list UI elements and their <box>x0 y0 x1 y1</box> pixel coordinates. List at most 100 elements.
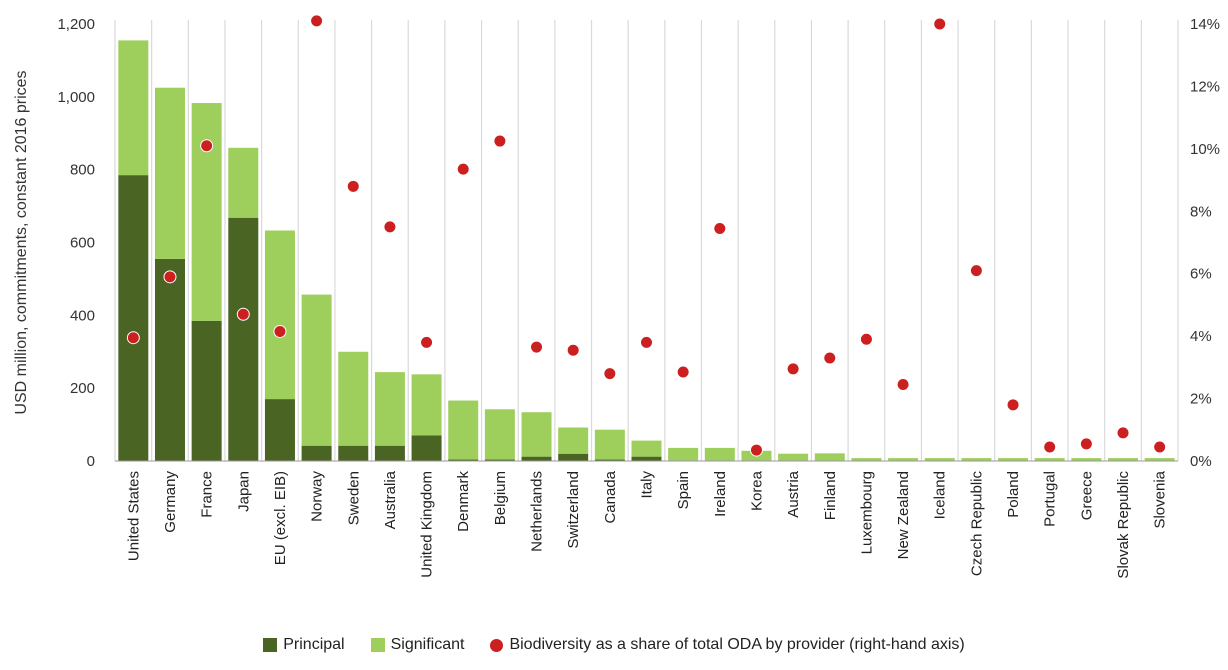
point-share <box>749 443 763 457</box>
x-tick-label: Sweden <box>345 471 362 525</box>
point-share <box>640 335 653 349</box>
point-share <box>676 365 690 379</box>
point-share <box>346 179 360 193</box>
x-tick-label: Japan <box>235 471 252 512</box>
x-tick-label: Ireland <box>712 471 729 517</box>
bar-significant <box>191 103 222 321</box>
y-tick-label-left: 800 <box>70 162 95 179</box>
x-tick-label: Greece <box>1078 471 1095 520</box>
point-share <box>200 139 214 153</box>
bar-significant <box>1034 458 1065 461</box>
bar-significant <box>338 351 369 446</box>
x-tick-label: Slovenia <box>1152 470 1169 528</box>
point-share <box>969 264 983 278</box>
point-share <box>933 17 947 31</box>
x-tick-label: United States <box>125 471 142 561</box>
x-tick-label: Australia <box>382 470 399 529</box>
bar-principal <box>228 217 259 461</box>
x-tick-label: Czech Republic <box>968 471 985 577</box>
y-axis-title: USD million, commitments, constant 2016 … <box>13 70 30 414</box>
x-tick-label: Korea <box>748 470 765 511</box>
y-tick-label-left: 400 <box>70 307 95 324</box>
point-share <box>456 162 470 176</box>
x-tick-label: France <box>199 471 216 518</box>
x-tick-label: Luxembourg <box>858 471 875 554</box>
bar-significant <box>558 427 589 454</box>
y-tick-label-right: 2% <box>1190 391 1212 408</box>
y-tick-label-left: 200 <box>70 380 95 397</box>
point-share <box>1006 398 1020 412</box>
x-tick-label: Poland <box>1005 471 1022 518</box>
bar-significant <box>888 458 919 461</box>
bar-significant <box>1108 458 1139 461</box>
bar-significant <box>814 453 845 461</box>
x-tick-label: Austria <box>785 470 802 517</box>
point-share <box>163 270 177 284</box>
bar-principal <box>154 258 185 461</box>
bar-significant <box>448 400 479 460</box>
legend-swatch-significant <box>370 638 385 652</box>
x-tick-label: Slovak Republic <box>1115 471 1132 579</box>
y-tick-label-right: 8% <box>1190 203 1212 220</box>
bar-significant <box>264 230 295 400</box>
y-tick-label-right: 0% <box>1190 453 1212 470</box>
x-tick-label: Belgium <box>492 471 509 525</box>
point-share <box>236 307 250 321</box>
legend-item-share: Biodiversity as a share of total ODA by … <box>490 636 965 654</box>
point-share <box>1079 437 1093 451</box>
bar-principal <box>411 435 442 461</box>
bar-significant <box>521 412 552 457</box>
x-tick-label: EU (excl. EIB) <box>272 471 289 565</box>
bar-significant <box>484 409 515 460</box>
bar-principal <box>448 459 479 461</box>
point-share <box>383 220 397 234</box>
x-tick-label: Germany <box>162 471 179 533</box>
bar-significant <box>778 453 809 461</box>
bar-principal <box>264 399 295 461</box>
y-tick-label-left: 1,000 <box>57 89 95 106</box>
bar-significant <box>1071 458 1102 461</box>
bar-principal <box>191 320 222 461</box>
bar-significant <box>374 372 405 446</box>
bar-principal <box>594 459 625 461</box>
x-tick-label: Switzerland <box>565 471 582 549</box>
bar-significant <box>594 429 625 460</box>
point-share <box>786 362 800 376</box>
point-share <box>566 343 580 357</box>
y-tick-label-right: 10% <box>1190 141 1220 158</box>
bar-principal <box>118 175 149 462</box>
legend-label-share: Biodiversity as a share of total ODA by … <box>509 636 965 653</box>
bar-principal <box>338 445 369 461</box>
point-share <box>713 221 727 235</box>
bar-significant <box>961 458 992 461</box>
legend-marker-share <box>490 638 504 652</box>
legend-swatch-principal <box>263 638 278 652</box>
x-tick-label: New Zealand <box>895 471 912 559</box>
bar-principal <box>521 456 552 461</box>
point-share <box>896 378 910 392</box>
x-tick-label: Canada <box>602 470 619 523</box>
y-tick-label-left: 1,200 <box>57 16 95 33</box>
x-tick-label: Italy <box>639 471 656 499</box>
point-share <box>823 351 837 365</box>
bar-significant <box>924 458 955 461</box>
bar-significant <box>411 374 442 436</box>
bar-significant <box>668 447 699 461</box>
point-share <box>1116 426 1130 440</box>
x-tick-label: Portugal <box>1042 471 1059 527</box>
bar-significant <box>851 458 882 461</box>
y-tick-label-left: 600 <box>70 235 95 252</box>
legend-label-principal: Principal <box>283 636 345 653</box>
x-tick-label: Spain <box>675 471 692 509</box>
point-share <box>530 340 544 354</box>
y-tick-label-right: 12% <box>1190 78 1220 95</box>
x-tick-label: Iceland <box>932 471 949 519</box>
point-share <box>603 367 617 381</box>
legend-item-principal: Principal <box>263 636 345 654</box>
point-share <box>273 324 287 338</box>
point-share <box>1153 440 1167 454</box>
y-tick-label-right: 14% <box>1190 16 1220 33</box>
bar-significant <box>1144 458 1175 461</box>
bar-principal <box>558 453 589 461</box>
